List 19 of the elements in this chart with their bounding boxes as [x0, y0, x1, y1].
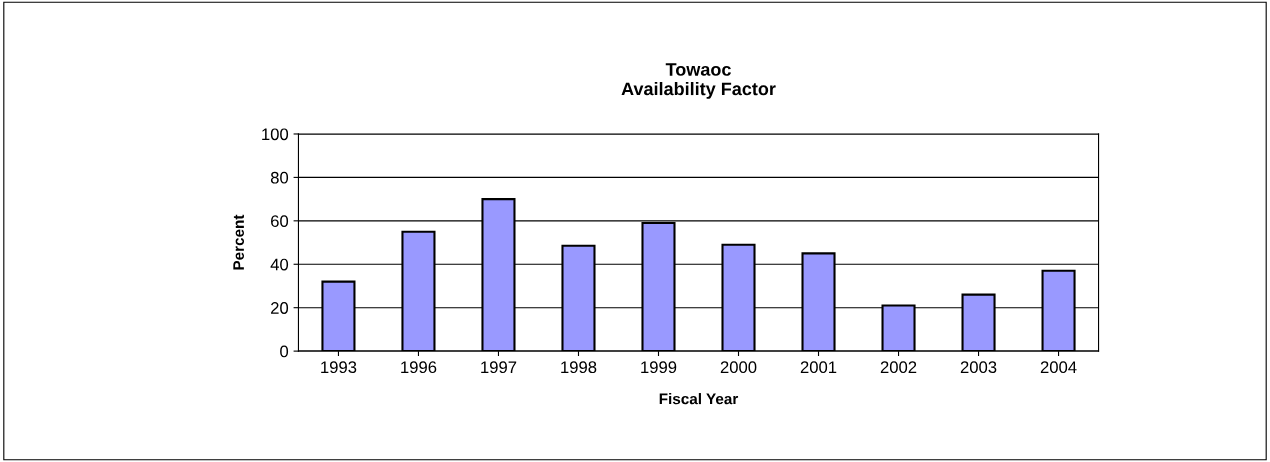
- y-tick-label: 100: [262, 128, 289, 141]
- x-tick-label: 1993: [321, 361, 357, 374]
- x-tick-label: 2004: [1040, 361, 1077, 374]
- y-tick-label: 40: [270, 258, 289, 271]
- x-tick-label: 2001: [800, 361, 837, 374]
- x-tick-label: 1998: [561, 361, 597, 374]
- x-tick-label: 2002: [880, 361, 917, 374]
- x-tick-label: 1997: [481, 361, 517, 374]
- y-tick-label: 20: [271, 302, 289, 314]
- x-axis-title: Fiscal Year: [659, 393, 739, 405]
- x-tick-label: 1999: [641, 361, 677, 374]
- x-tick-label: 2000: [720, 361, 757, 374]
- y-axis-title: Percent: [233, 214, 245, 270]
- y-tick-label: 80: [270, 171, 289, 184]
- y-tick-label: 60: [271, 215, 289, 228]
- y-tick-label: 0: [280, 345, 289, 358]
- x-tick-label: 1996: [401, 361, 437, 374]
- chart-title: Towaoc Availability Factor: [621, 63, 776, 99]
- x-tick-label: 2003: [960, 361, 997, 374]
